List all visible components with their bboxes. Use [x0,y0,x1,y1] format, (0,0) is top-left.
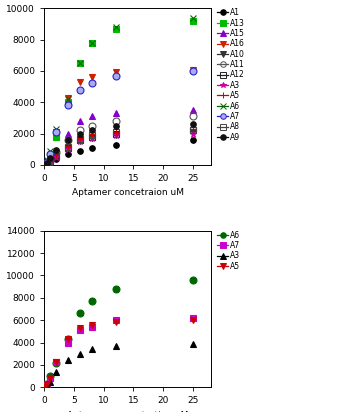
Y-axis label: FL: FL [0,303,1,315]
X-axis label: Aptamer concentration nM: Aptamer concentration nM [67,411,188,412]
X-axis label: Aptamer concetraion uM: Aptamer concetraion uM [71,188,184,197]
Legend: A6, A7, A3, A5: A6, A7, A3, A5 [214,227,243,274]
Y-axis label: FL: FL [0,81,1,92]
Legend: A1, A13, A15, A16, A10, A11, A12, A3, A5, A6, A7, A8, A9: A1, A13, A15, A16, A10, A11, A12, A3, A5… [214,5,248,145]
